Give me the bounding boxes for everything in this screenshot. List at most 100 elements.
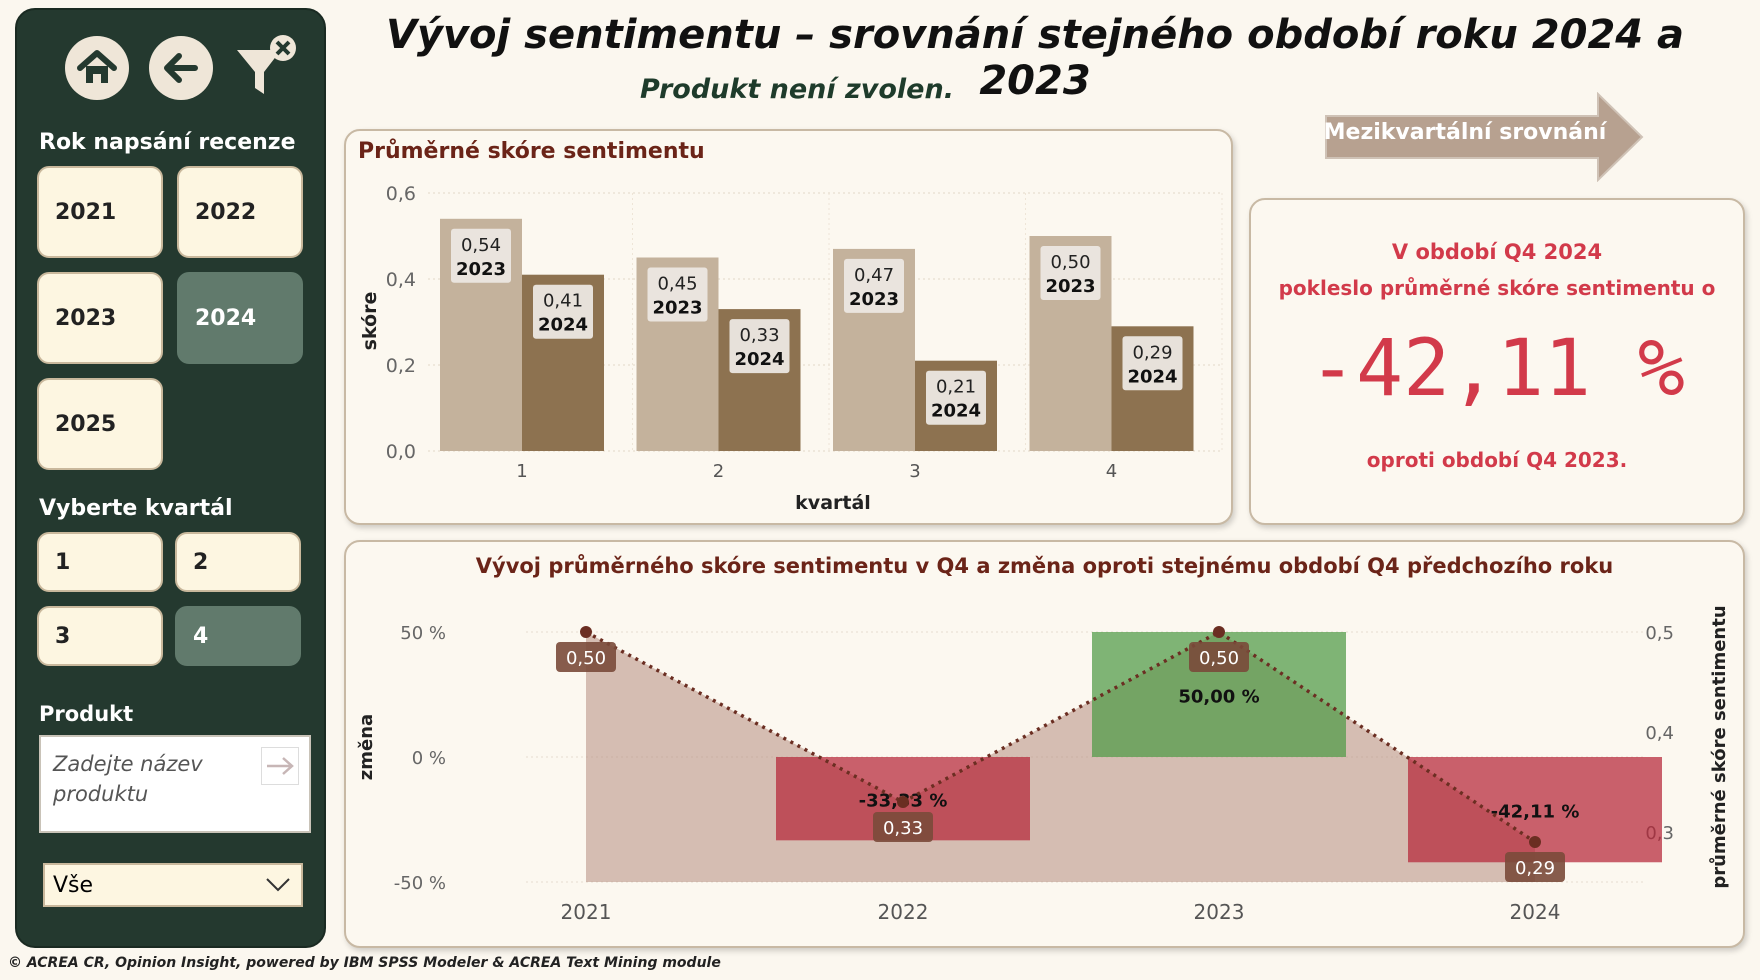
y-axis-label: skóre (359, 292, 381, 351)
data-label-box (1122, 336, 1183, 391)
home-icon[interactable] (65, 36, 129, 100)
data-label-box (533, 284, 593, 339)
y2-axis-label: průměrné skóre sentimentu (1708, 605, 1730, 888)
score-point (897, 796, 909, 808)
page-title: Vývoj sentimentu – srovnání stejného obd… (385, 12, 1685, 104)
x-tick-label: 2 (713, 461, 724, 482)
quarter-tile-2[interactable]: 2 (175, 532, 301, 592)
score-label: 0,29 (1515, 858, 1555, 879)
quarter-tile-4[interactable]: 4 (175, 606, 301, 666)
year-filter-label: Rok napsání recenze (39, 130, 296, 155)
x-tick-label: 1 (516, 461, 527, 482)
q4-trend-panel: Vývoj průměrného skóre sentimentu v Q4 a… (344, 540, 1745, 948)
score-point (1529, 836, 1541, 848)
score-label-box (873, 812, 933, 842)
data-label-box (926, 370, 986, 425)
score-label-box (1505, 852, 1565, 882)
back-arrow-icon[interactable] (149, 36, 213, 100)
data-label-series: 2024 (538, 315, 588, 336)
product-search-placeholder: Zadejte název produktu (53, 752, 203, 806)
y2-tick-label: 0,5 (1645, 623, 1674, 644)
data-label-series: 2023 (1045, 276, 1095, 297)
year-tile-2024[interactable]: 2024 (177, 272, 303, 364)
clear-filter-icon[interactable] (233, 32, 305, 104)
footer-credit: © ACREA CR, Opinion Insight, powered by … (8, 955, 721, 971)
data-label-box (844, 258, 904, 313)
year-tile-2025[interactable]: 2025 (37, 378, 163, 470)
page-subtitle: Produkt není zvolen. (640, 74, 954, 105)
quarter-comparison-button[interactable]: Mezikvartální srovnání (1320, 92, 1660, 182)
data-label-box (451, 228, 511, 283)
x-tick-label: 2022 (878, 900, 929, 924)
avg-sentiment-bar-chart: 0,0 0,2 0,4 0,6 0,54 2023 0,41 2024 1 0,45 2023 0,3… (359, 183, 1223, 514)
product-dropdown-value: Vše (53, 872, 94, 898)
data-label-series: 2023 (652, 298, 702, 319)
y-tick-label: -50 % (394, 873, 446, 894)
sidebar: Rok napsání recenze 2021 2022 2023 2024 … (15, 8, 326, 948)
data-label-series: 2024 (931, 401, 981, 422)
data-label-value: 0,47 (854, 265, 894, 286)
product-label: Produkt (39, 702, 134, 726)
data-label-box (647, 267, 708, 322)
score-label: 0,50 (566, 648, 606, 669)
data-label-value: 0,41 (543, 291, 583, 312)
year-tile-2021[interactable]: 2021 (37, 166, 163, 258)
data-label-series: 2024 (734, 349, 784, 370)
data-label-series: 2023 (849, 289, 899, 310)
kpi-panel: V období Q4 2024 pokleslo průměrné skóre… (1249, 198, 1745, 525)
combo-chart-title: Vývoj průměrného skóre sentimentu v Q4 a… (475, 554, 1614, 578)
score-point (1213, 626, 1225, 638)
data-label-value: 0,54 (461, 235, 501, 256)
y-tick-label: 0,0 (386, 441, 416, 463)
y2-tick-label: 0,4 (1645, 723, 1674, 744)
quarter-comparison-label: Mezikvartální srovnání (1323, 120, 1607, 145)
year-tile-2022[interactable]: 2022 (177, 166, 303, 258)
product-search-input[interactable]: Zadejte název produktu (39, 735, 311, 833)
x-tick-label: 2023 (1194, 900, 1245, 924)
arrow-right-shape-icon (1325, 92, 1644, 182)
avg-sentiment-panel: Průměrné skóre sentimentu 0,0 0,2 0,4 0,6 0,… (344, 129, 1233, 525)
data-label-box (729, 319, 790, 374)
quarter-tile-3[interactable]: 3 (37, 606, 163, 666)
x-tick-label: 3 (909, 461, 920, 482)
x-tick-label: 2021 (561, 900, 612, 924)
score-point (580, 626, 592, 638)
score-label-box (1189, 642, 1249, 672)
kpi-value: -42,11 % (1309, 324, 1685, 414)
change-label: 50,00 % (1178, 687, 1259, 708)
data-label-value: 0,50 (1050, 252, 1090, 273)
x-tick-label: 2024 (1510, 900, 1561, 924)
y-tick-label: 0,4 (386, 269, 416, 291)
x-axis-label: kvartál (795, 492, 871, 514)
score-area (586, 632, 1535, 882)
data-label-value: 0,45 (657, 274, 697, 295)
q4-trend-combo-chart: 50 %0 %-50 %0,50,40,3-33,33 %50,00 %-42,… (356, 605, 1730, 924)
year-tile-2023[interactable]: 2023 (37, 272, 163, 364)
change-label: -42,11 % (1491, 802, 1580, 823)
data-label-value: 0,33 (739, 325, 779, 346)
kpi-line3: oproti období Q4 2023. (1366, 448, 1628, 472)
data-label-value: 0,29 (1132, 342, 1172, 363)
y-tick-label: 0,2 (386, 355, 416, 377)
bar-chart-title: Průměrné skóre sentimentu (358, 139, 705, 164)
data-label-series: 2024 (1127, 366, 1177, 387)
score-label: 0,33 (883, 818, 923, 839)
quarter-tile-1[interactable]: 1 (37, 532, 163, 592)
kpi-line1: V období Q4 2024 (1391, 240, 1603, 264)
data-label-series: 2023 (456, 259, 506, 280)
y-axis-label: změna (356, 714, 377, 780)
y-tick-label: 0 % (412, 748, 446, 769)
kpi-line2: pokleslo průměrné skóre sentimentu o (1278, 276, 1716, 300)
product-dropdown[interactable]: Vše (43, 863, 303, 907)
y-tick-label: 0,6 (386, 183, 416, 205)
arrow-right-icon[interactable] (261, 747, 299, 785)
y-tick-label: 50 % (400, 623, 446, 644)
x-tick-label: 4 (1106, 461, 1117, 482)
score-label-box (556, 642, 616, 672)
data-label-box (1040, 246, 1101, 300)
quarter-filter-label: Vyberte kvartál (39, 496, 233, 521)
score-label: 0,50 (1199, 648, 1239, 669)
chevron-down-icon (266, 878, 290, 892)
data-label-value: 0,21 (936, 377, 976, 398)
top-icons (65, 32, 305, 104)
